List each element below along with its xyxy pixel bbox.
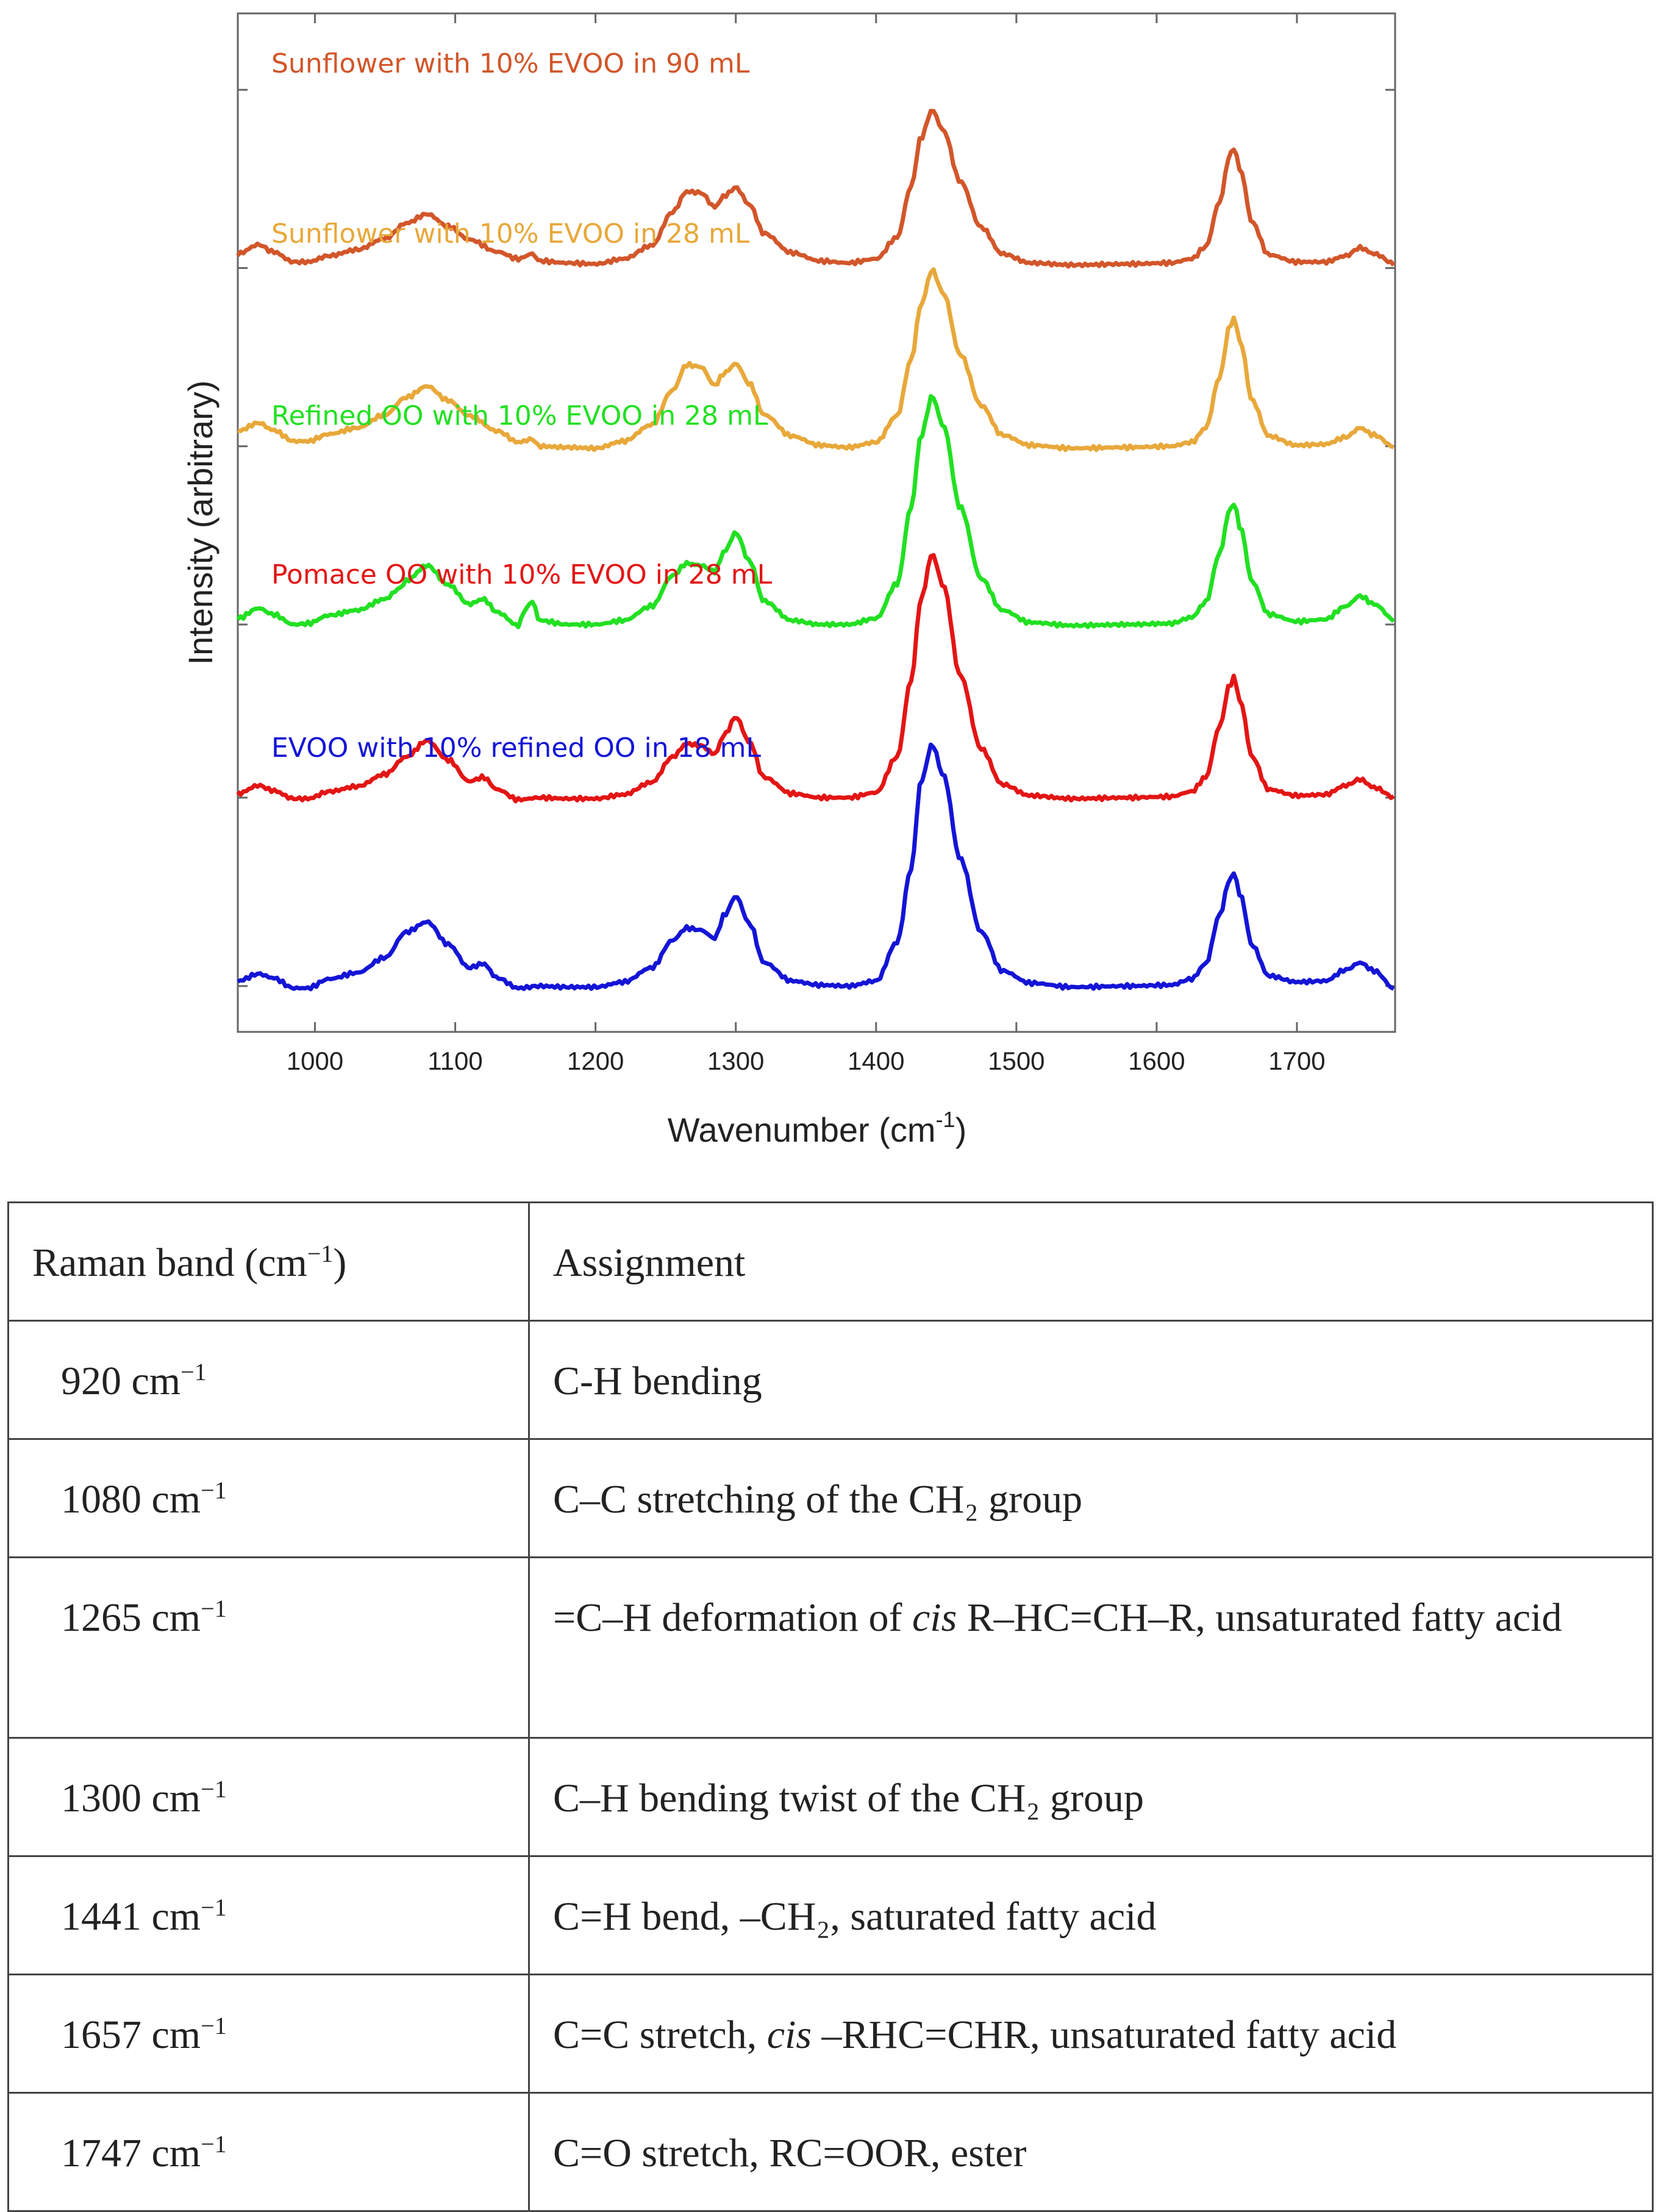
table-header-row: Raman band (cm−1) Assignment xyxy=(7,1201,1654,1322)
band-cell: 1747 cm−1 xyxy=(7,2092,530,2212)
header-assignment: Assignment xyxy=(528,1201,1654,1322)
x-tick-label: 1200 xyxy=(567,1047,624,1075)
assignment-cell: C–C stretching of the CH₂ group xyxy=(528,1438,1654,1558)
table-row: 1080 cm−1 C–C stretching of the CH₂ grou… xyxy=(7,1438,1654,1558)
raman-spectra-chart: 1000 1100 1200 1300 1400 1500 1600 1700 Sunflow… xyxy=(181,12,1396,1149)
x-tick-label: 1600 xyxy=(1128,1047,1185,1075)
x-axis-label-main: Wavenumber (cm xyxy=(668,1111,936,1149)
y-axis-ticks xyxy=(238,88,1395,987)
x-tick-label: 1100 xyxy=(427,1047,482,1075)
table-row: 1441 cm−1 C=H bend, –CH₂, saturated fatt… xyxy=(7,1855,1654,1975)
x-tick-label: 1400 xyxy=(848,1047,904,1075)
series-label: Refined OO with 10% EVOO in 28 mL xyxy=(271,401,768,432)
band-cell: 920 cm−1 xyxy=(7,1320,530,1440)
raman-band-table: Raman band (cm−1) Assignment 920 cm−1 C-… xyxy=(7,1201,1654,2212)
x-axis-ticks: 1000 1100 1200 1300 1400 1500 1600 1700 xyxy=(287,13,1326,1075)
band-cell: 1441 cm−1 xyxy=(7,1855,530,1975)
assignment-cell: C=O stretch, RC=OOR, ester xyxy=(528,2092,1654,2212)
x-tick-label: 1500 xyxy=(988,1047,1044,1075)
table-row: 1265 cm−1 =C–H deformation of cis R–HC=C… xyxy=(7,1556,1654,1739)
x-axis-label-end: ) xyxy=(955,1111,967,1149)
series-label: Pomace OO with 10% EVOO in 28 mL xyxy=(271,559,773,590)
table-row: 1747 cm−1 C=O stretch, RC=OOR, ester xyxy=(7,2092,1654,2212)
x-axis-label: Wavenumber (cm-1) xyxy=(668,1107,966,1149)
series-line xyxy=(236,109,1396,269)
assignment-cell: C–H bending twist of the CH₂ group xyxy=(528,1737,1654,1857)
band-cell: 1265 cm−1 xyxy=(7,1556,530,1739)
assignment-cell: C=C stretch, cis –RHC=CHR, unsaturated f… xyxy=(528,1974,1654,2094)
series-labels: Sunflower with 10% EVOO in 90 mL Sunflowe… xyxy=(271,48,773,764)
series-line xyxy=(236,553,1395,804)
assignment-cell: =C–H deformation of cis R–HC=CH–R, unsat… xyxy=(528,1556,1654,1739)
x-tick-label: 1700 xyxy=(1268,1047,1325,1075)
assignment-cell: C=H bend, –CH₂, saturated fatty acid xyxy=(528,1855,1654,1975)
series-label: EVOO with 10% refined OO in 18 mL xyxy=(271,732,761,764)
assignment-cell: C-H bending xyxy=(528,1320,1654,1440)
band-cell: 1080 cm−1 xyxy=(7,1438,530,1558)
band-cell: 1300 cm−1 xyxy=(7,1737,530,1857)
series-line xyxy=(237,742,1395,992)
series-label: Sunflower with 10% EVOO in 90 mL xyxy=(271,48,750,79)
series-lines xyxy=(236,109,1396,992)
header-band: Raman band (cm−1) xyxy=(7,1201,530,1322)
plot-frame xyxy=(237,12,1396,1033)
y-axis-label: Intensity (arbitrary) xyxy=(181,381,220,665)
series-label: Sunflower with 10% EVOO in 28 mL xyxy=(271,218,750,249)
series-line xyxy=(236,394,1396,629)
table-row: 1657 cm−1 C=C stretch, cis –RHC=CHR, uns… xyxy=(7,1974,1654,2094)
series-line xyxy=(237,267,1394,453)
x-tick-label: 1000 xyxy=(287,1047,343,1075)
x-tick-label: 1300 xyxy=(707,1047,764,1075)
x-axis-label-sup: -1 xyxy=(936,1107,955,1132)
table-row: 1300 cm−1 C–H bending twist of the CH₂ g… xyxy=(7,1737,1654,1857)
table-row: 920 cm−1 C-H bending xyxy=(7,1320,1654,1440)
band-cell: 1657 cm−1 xyxy=(7,1974,530,2094)
